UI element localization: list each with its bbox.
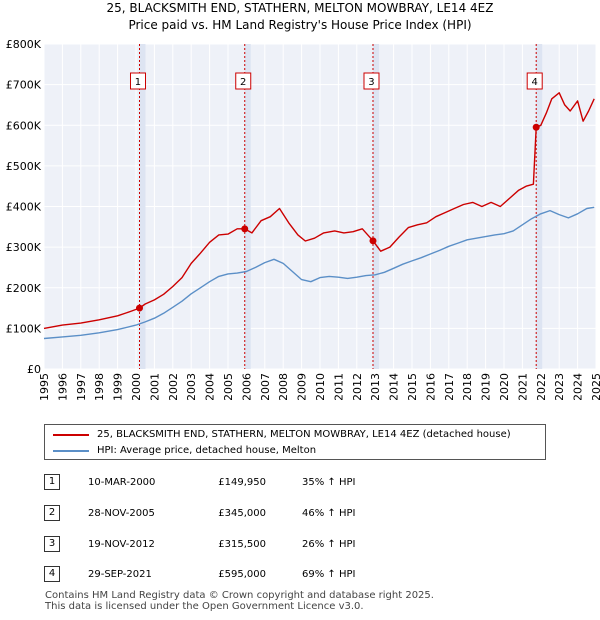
legend-label-property: 25, BLACKSMITH END, STATHERN, MELTON MOW… bbox=[97, 429, 511, 440]
price-chart: 1 2 3 4 £0 £100K £200K £300K £400K £500K £600K £700… bbox=[6, 38, 600, 400]
legend: 25, BLACKSMITH END, STATHERN, MELTON MOW… bbox=[44, 424, 546, 460]
sale-shade bbox=[139, 44, 146, 369]
x-tick-label: 2020 bbox=[498, 373, 511, 400]
legend-swatch-property bbox=[53, 434, 89, 436]
x-tick-label: 2013 bbox=[369, 373, 382, 400]
x-tick-label: 2011 bbox=[332, 373, 345, 400]
sale-label-box bbox=[129, 72, 146, 90]
sale-label-box bbox=[235, 72, 252, 90]
legend-label-hpi: HPI: Average price, detached house, Melt… bbox=[97, 445, 317, 456]
y-tick-label: £400K bbox=[6, 201, 42, 214]
x-tick-label: 2004 bbox=[204, 373, 217, 400]
sale-date: 19-NOV-2012 bbox=[88, 539, 155, 550]
x-tick-label: 2024 bbox=[572, 373, 585, 400]
sale-shade bbox=[372, 44, 379, 369]
x-tick-label: 2016 bbox=[424, 373, 437, 400]
sale-number: 4 bbox=[44, 566, 60, 582]
x-tick-label: 1998 bbox=[93, 373, 106, 400]
sale-label-box bbox=[526, 72, 543, 90]
sale-label: 4 bbox=[532, 77, 538, 88]
series-line-property bbox=[43, 92, 595, 330]
x-tick-label: 2006 bbox=[240, 373, 253, 400]
sale-point bbox=[241, 225, 249, 233]
x-tick-label: 2014 bbox=[388, 373, 401, 400]
x-tick-label: 1997 bbox=[75, 373, 88, 400]
sale-label: 3 bbox=[368, 77, 374, 88]
x-tick-label: 2007 bbox=[259, 373, 272, 400]
sale-hpi-diff: 35% ↑ HPI bbox=[302, 477, 356, 488]
y-tick-label: £200K bbox=[6, 282, 42, 295]
x-tick-label: 1999 bbox=[112, 373, 125, 400]
x-tick-label: 2023 bbox=[553, 373, 566, 400]
sale-price: £149,950 bbox=[218, 477, 266, 488]
x-tick-label: 2009 bbox=[296, 373, 309, 400]
sale-label-box bbox=[363, 72, 380, 90]
sale-hpi-diff: 46% ↑ HPI bbox=[302, 508, 356, 519]
footer-licence: This data is licensed under the Open Gov… bbox=[45, 601, 364, 612]
x-tick-label: 1996 bbox=[56, 373, 69, 400]
x-tick-label: 2017 bbox=[443, 373, 456, 400]
footer-copyright: Contains HM Land Registry data © Crown c… bbox=[45, 590, 434, 601]
y-tick-label: £600K bbox=[6, 119, 42, 132]
x-tick-label: 2018 bbox=[461, 373, 474, 400]
sale-hpi-diff: 26% ↑ HPI bbox=[302, 539, 356, 550]
y-tick-label: £0 bbox=[27, 363, 41, 376]
x-tick-label: 2008 bbox=[277, 373, 290, 400]
x-tick-label: 2002 bbox=[167, 373, 180, 400]
chart-subtitle: Price paid vs. HM Land Registry's House … bbox=[128, 18, 472, 32]
legend-swatch-hpi bbox=[53, 450, 89, 452]
x-tick-label: 2012 bbox=[351, 373, 364, 400]
y-tick-label: £100K bbox=[6, 322, 42, 335]
y-tick-label: £800K bbox=[6, 38, 42, 51]
x-tick-label: 2000 bbox=[130, 373, 143, 400]
chart-title: 25, BLACKSMITH END, STATHERN, MELTON MOW… bbox=[106, 1, 494, 15]
sale-label: 2 bbox=[240, 77, 246, 88]
sale-label: 1 bbox=[135, 77, 141, 88]
series-line-hpi bbox=[43, 206, 595, 340]
sale-price: £315,500 bbox=[218, 539, 266, 550]
sale-number: 2 bbox=[44, 505, 60, 521]
x-tick-label: 2001 bbox=[148, 373, 161, 400]
sale-shade bbox=[244, 44, 251, 369]
x-tick-label: 2025 bbox=[590, 373, 600, 400]
x-tick-label: 2022 bbox=[535, 373, 548, 400]
sale-number: 1 bbox=[44, 474, 60, 490]
x-tick-label: 2015 bbox=[406, 373, 419, 400]
sale-shade bbox=[536, 44, 543, 369]
y-tick-label: £300K bbox=[6, 241, 42, 254]
x-tick-label: 2021 bbox=[516, 373, 529, 400]
x-tick-label: 2010 bbox=[314, 373, 327, 400]
sale-date: 10-MAR-2000 bbox=[88, 477, 156, 488]
sale-point bbox=[532, 123, 540, 131]
y-tick-label: £500K bbox=[6, 160, 42, 173]
sale-date: 29-SEP-2021 bbox=[88, 569, 152, 580]
x-tick-label: 2019 bbox=[480, 373, 493, 400]
sale-point bbox=[369, 237, 377, 245]
sale-point bbox=[135, 304, 143, 312]
y-tick-label: £700K bbox=[6, 79, 42, 92]
sale-number: 3 bbox=[44, 536, 60, 552]
sale-price: £595,000 bbox=[218, 569, 266, 580]
sale-price: £345,000 bbox=[218, 508, 266, 519]
sale-hpi-diff: 69% ↑ HPI bbox=[302, 569, 356, 580]
sale-date: 28-NOV-2005 bbox=[88, 508, 155, 519]
x-tick-label: 2003 bbox=[185, 373, 198, 400]
x-tick-label: 1995 bbox=[38, 373, 51, 400]
x-tick-label: 2005 bbox=[222, 373, 235, 400]
